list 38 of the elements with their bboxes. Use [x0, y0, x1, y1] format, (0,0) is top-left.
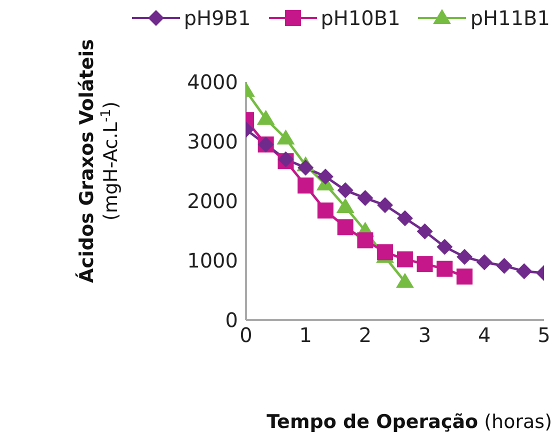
- x-tick-label: 2: [358, 323, 372, 348]
- point: [298, 178, 314, 194]
- point: [337, 182, 354, 198]
- point: [377, 244, 394, 260]
- x-tick-label: 5: [538, 323, 550, 348]
- x-tick-label: 3: [418, 323, 432, 348]
- point: [456, 268, 473, 285]
- point: [396, 251, 413, 268]
- point: [377, 197, 394, 214]
- y-tick-label: 1000: [187, 248, 238, 273]
- y-tick-label: 4000: [187, 70, 238, 94]
- point: [337, 219, 354, 236]
- point: [416, 223, 433, 240]
- point: [436, 238, 453, 255]
- point: [276, 130, 295, 145]
- point: [436, 260, 453, 277]
- legend-label: pH10B1: [320, 6, 400, 30]
- point: [396, 210, 413, 226]
- point: [317, 168, 334, 185]
- x-axis-title: Tempo de Operação (horas): [266, 411, 552, 433]
- point: [317, 202, 334, 219]
- point: [256, 110, 275, 125]
- point: [456, 248, 473, 265]
- point: [357, 190, 374, 206]
- legend-label: pH11B1: [470, 6, 550, 30]
- x-tick-label: 4: [478, 323, 491, 348]
- x-tick-label: 1: [299, 323, 312, 348]
- y-tick-label: 2000: [187, 189, 238, 214]
- point: [336, 198, 354, 213]
- y-tick-label: 0: [225, 308, 238, 332]
- point: [357, 232, 374, 248]
- point: [298, 160, 314, 176]
- point: [476, 254, 492, 270]
- legend-label: pH9B1: [184, 6, 251, 30]
- point: [496, 258, 512, 274]
- y-tick-label: 3000: [187, 130, 238, 154]
- point: [516, 263, 532, 280]
- point: [416, 256, 433, 272]
